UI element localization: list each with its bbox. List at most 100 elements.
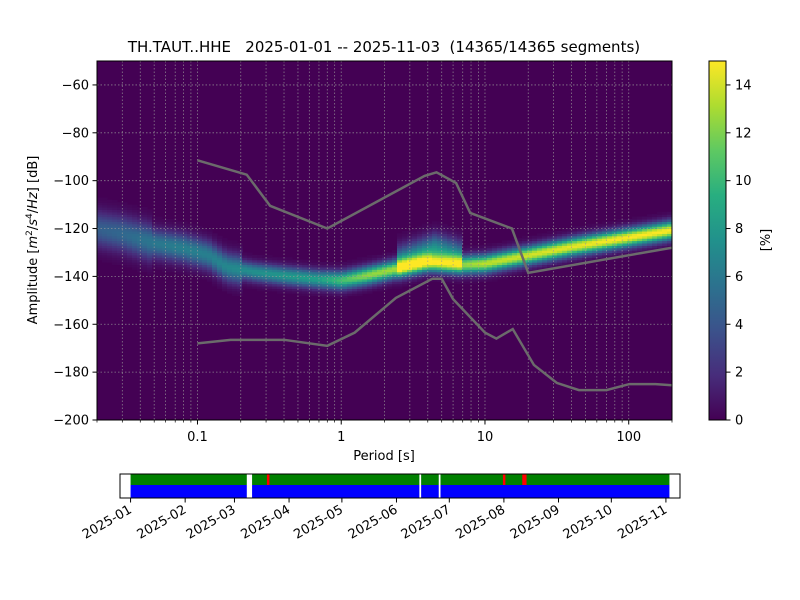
heatmap-cell xyxy=(522,238,528,242)
heatmap-cell xyxy=(112,238,118,242)
heatmap-cell xyxy=(237,293,243,297)
heatmap-cell xyxy=(302,288,308,292)
heatmap-cell xyxy=(647,228,653,232)
heatmap-cell xyxy=(567,250,573,254)
heatmap-cell xyxy=(602,247,608,251)
heatmap-cell xyxy=(217,281,223,285)
heatmap-cell xyxy=(342,264,348,268)
heatmap-cell xyxy=(662,228,668,232)
heatmap-cell xyxy=(367,278,373,282)
heatmap-cell xyxy=(117,216,123,220)
heatmap-cell xyxy=(357,264,363,268)
heatmap-cell xyxy=(332,271,338,275)
heatmap-cell xyxy=(537,233,543,237)
heatmap-cell xyxy=(217,250,223,254)
heatmap-cell xyxy=(312,274,318,277)
heatmap-cell xyxy=(252,266,258,270)
heatmap-cell xyxy=(457,271,463,275)
heatmap-cell xyxy=(617,242,623,246)
heatmap-cell xyxy=(477,262,483,266)
heatmap-cell xyxy=(317,283,323,287)
heatmap-cell xyxy=(517,242,523,246)
heatmap-cell xyxy=(362,262,368,266)
heatmap-cell xyxy=(392,281,398,285)
heatmap-cell xyxy=(152,221,158,225)
heatmap-cell xyxy=(662,240,668,244)
heatmap-cell xyxy=(197,235,203,239)
heatmap-cell xyxy=(472,266,478,270)
heatmap-cell xyxy=(237,262,243,266)
heatmap-cell xyxy=(327,295,333,299)
heatmap-cell xyxy=(407,250,413,254)
heatmap-cell xyxy=(132,221,138,225)
heatmap-cell xyxy=(567,247,573,251)
heatmap-cell xyxy=(107,221,113,225)
heatmap-cell xyxy=(122,242,128,246)
heatmap-cell xyxy=(462,259,468,263)
heatmap-cell xyxy=(447,281,453,285)
heatmap-cell xyxy=(572,257,578,261)
heatmap-cell xyxy=(292,271,298,275)
heatmap-cell xyxy=(142,214,148,218)
heatmap-cell xyxy=(412,247,418,251)
heatmap-cell xyxy=(212,264,218,268)
heatmap-cell xyxy=(627,233,633,237)
heatmap-cell xyxy=(227,290,233,294)
heatmap-cell xyxy=(352,281,358,285)
heatmap-cell xyxy=(187,223,193,227)
heatmap-cell xyxy=(187,230,193,234)
heatmap-cell xyxy=(457,274,463,277)
heatmap-cell xyxy=(112,242,118,246)
heatmap-cell xyxy=(492,274,498,277)
heatmap-cell xyxy=(607,223,613,227)
heatmap-cell xyxy=(482,254,488,258)
heatmap-cell xyxy=(527,264,533,268)
heatmap-cell xyxy=(642,223,648,227)
heatmap-cell xyxy=(627,221,633,225)
heatmap-cell xyxy=(167,257,173,261)
heatmap-cell xyxy=(322,264,328,268)
heatmap-cell xyxy=(427,233,433,237)
heatmap-cell xyxy=(182,250,188,254)
heatmap-cell xyxy=(302,259,308,263)
heatmap-cell xyxy=(262,274,268,277)
heatmap-cell xyxy=(117,211,123,215)
heatmap-cell xyxy=(567,240,573,244)
heatmap-cell xyxy=(132,204,138,208)
heatmap-cell xyxy=(657,211,663,215)
heatmap-cell xyxy=(187,240,193,244)
heatmap-cell xyxy=(372,269,378,273)
timeline-tick-label: 2025-07 xyxy=(399,502,454,542)
heatmap-cell xyxy=(392,278,398,282)
heatmap-cell xyxy=(517,271,523,275)
heatmap-cell xyxy=(522,269,528,273)
heatmap-cell xyxy=(577,247,583,251)
heatmap-cell xyxy=(347,293,353,297)
heatmap-cell xyxy=(127,218,133,222)
heatmap-cell xyxy=(217,266,223,270)
heatmap-cell xyxy=(642,245,648,249)
heatmap-cell xyxy=(162,235,168,239)
heatmap-cell xyxy=(412,278,418,282)
timeline-tick-label: 2025-03 xyxy=(184,502,239,542)
heatmap-cell xyxy=(307,283,313,287)
heatmap-cell xyxy=(292,259,298,263)
heatmap-cell xyxy=(432,233,438,237)
heatmap-cell xyxy=(432,252,438,256)
heatmap-cell xyxy=(177,254,183,258)
heatmap-cell xyxy=(117,247,123,251)
heatmap-cell xyxy=(132,226,138,230)
heatmap-cell xyxy=(552,262,558,266)
heatmap-cell xyxy=(632,218,638,222)
heatmap-cell xyxy=(657,245,663,249)
heatmap-cell xyxy=(252,276,258,280)
data-coverage-bar xyxy=(440,485,670,498)
heatmap-cell xyxy=(452,259,458,263)
heatmap-cell xyxy=(427,262,433,266)
heatmap-cell xyxy=(97,238,103,242)
heatmap-cell xyxy=(97,223,103,227)
heatmap-cells xyxy=(97,197,672,299)
heatmap-cell xyxy=(127,264,133,268)
heatmap-cell xyxy=(467,257,473,261)
